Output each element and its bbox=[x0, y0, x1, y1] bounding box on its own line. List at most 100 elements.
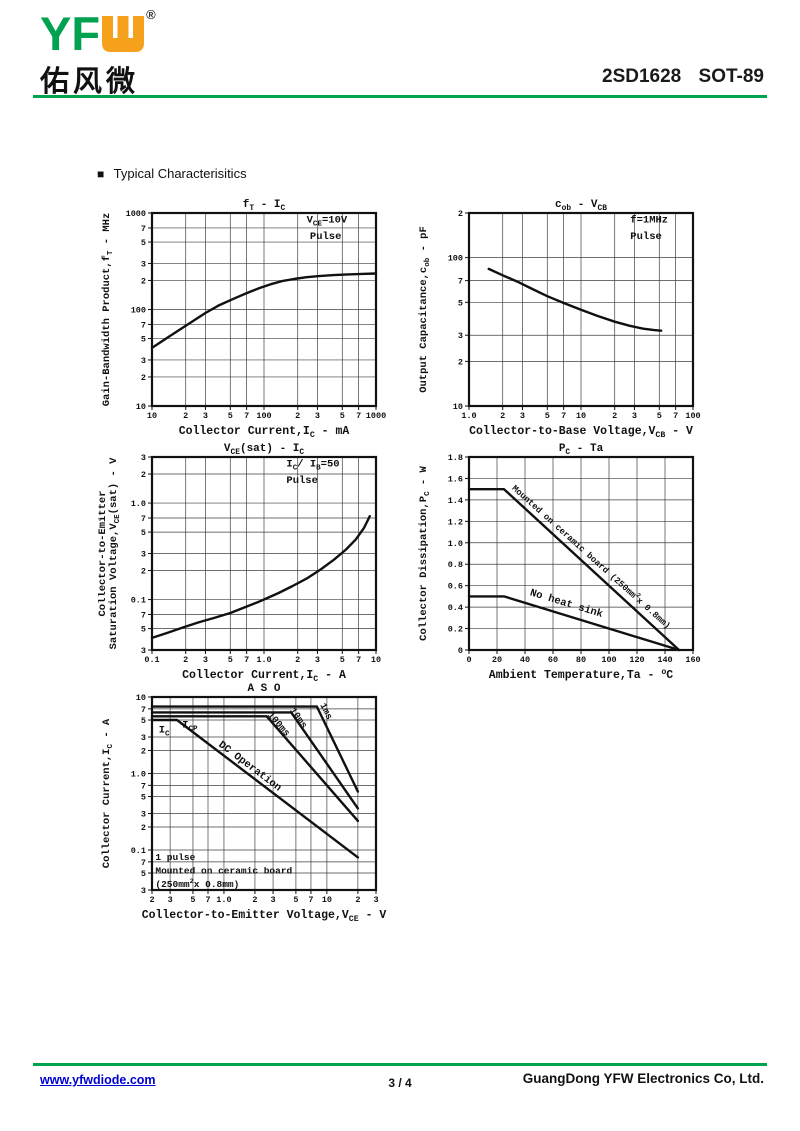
svg-text:Collector-to-Base Voltage,VCB: Collector-to-Base Voltage,VCB - V bbox=[469, 425, 693, 440]
svg-text:3: 3 bbox=[141, 259, 146, 269]
svg-text:2: 2 bbox=[500, 411, 505, 421]
svg-text:5: 5 bbox=[228, 411, 233, 421]
svg-text:3: 3 bbox=[203, 655, 208, 665]
chart-block-pc-ta: 0 20 40 60 80 100 120 140 160 0 0.2 0.4 0.6 0.8 1.0 1.2… bbox=[415, 442, 715, 684]
svg-text:2: 2 bbox=[458, 209, 463, 219]
svg-text:1.0: 1.0 bbox=[131, 769, 146, 779]
svg-text:5: 5 bbox=[340, 655, 345, 665]
square-bullet-icon: ■ bbox=[97, 167, 105, 181]
svg-text:10: 10 bbox=[453, 402, 463, 412]
brand-logo: YF ® 佑风微 bbox=[40, 7, 156, 100]
svg-text:100: 100 bbox=[685, 411, 700, 421]
svg-text:1.8: 1.8 bbox=[448, 453, 463, 463]
svg-text:7: 7 bbox=[141, 224, 146, 234]
chart-cob-vcb: 1.0 2 3 5 7 10 2 3 5 7 100 10 2 3 5 7 100 2 f=1MHz Pulse cob… bbox=[418, 199, 701, 440]
svg-text:7: 7 bbox=[244, 411, 249, 421]
registered-mark: ® bbox=[146, 7, 156, 22]
svg-text:ICP: ICP bbox=[182, 720, 198, 734]
chart-block-ft-ic: 10 2 3 5 7 100 2 3 5 7 1000 10 2 3 5 7 100 2 3 5 7 1000 VCE=10… bbox=[98, 198, 398, 440]
svg-text:3: 3 bbox=[520, 411, 525, 421]
svg-text:3: 3 bbox=[141, 356, 146, 366]
svg-text:1.2: 1.2 bbox=[448, 517, 463, 527]
svg-text:2: 2 bbox=[141, 566, 146, 576]
svg-text:5: 5 bbox=[293, 895, 298, 905]
svg-text:0.1: 0.1 bbox=[144, 655, 159, 665]
svg-text:0.2: 0.2 bbox=[448, 625, 463, 635]
svg-text:140: 140 bbox=[657, 655, 672, 665]
logo-yf-text: YF bbox=[40, 7, 101, 60]
chart-block-vcesat-ic: 0.1 2 3 5 7 1.0 2 3 5 7 10 3 5 7 0.1 2 3 5 7 1.0 2 3 IC/ IB=50… bbox=[98, 442, 398, 684]
section-title-text: Typical Characterisitics bbox=[113, 166, 247, 181]
svg-text:Collector-to-Emitter Voltage,V: Collector-to-Emitter Voltage,VCE - V bbox=[142, 909, 387, 924]
svg-text:7: 7 bbox=[141, 514, 146, 524]
svg-text:5: 5 bbox=[228, 655, 233, 665]
svg-text:5: 5 bbox=[190, 895, 195, 905]
svg-text:100ms: 100ms bbox=[265, 710, 292, 739]
svg-text:7: 7 bbox=[308, 895, 313, 905]
svg-text:20: 20 bbox=[492, 655, 502, 665]
svg-text:100: 100 bbox=[131, 306, 146, 316]
svg-text:2: 2 bbox=[612, 411, 617, 421]
svg-text:7: 7 bbox=[141, 781, 146, 791]
svg-text:80: 80 bbox=[576, 655, 586, 665]
svg-text:1000: 1000 bbox=[366, 411, 386, 421]
svg-text:3: 3 bbox=[141, 733, 146, 743]
svg-text:0.1: 0.1 bbox=[131, 846, 146, 856]
svg-text:3: 3 bbox=[141, 886, 146, 896]
svg-text:PC - Ta: PC - Ta bbox=[559, 443, 604, 457]
header-divider bbox=[33, 95, 767, 98]
chart-block-cob-vcb: 1.0 2 3 5 7 10 2 3 5 7 100 10 2 3 5 7 100 2 f=1MHz Pulse cob… bbox=[415, 198, 715, 440]
svg-text:Collector Current,IC - A: Collector Current,IC - A bbox=[101, 718, 115, 868]
svg-text:5: 5 bbox=[141, 528, 146, 538]
svg-text:2: 2 bbox=[141, 373, 146, 383]
svg-text:5: 5 bbox=[340, 411, 345, 421]
package-name: SOT-89 bbox=[698, 66, 764, 87]
svg-text:Collector-to-Emitter: Collector-to-Emitter bbox=[98, 490, 109, 616]
svg-text:1.0: 1.0 bbox=[131, 499, 146, 509]
svg-text:3: 3 bbox=[458, 331, 463, 341]
company-name: GuangDong YFW Electronics Co, Ltd. bbox=[522, 1071, 764, 1086]
page-indicator: 3 / 4 bbox=[388, 1076, 412, 1090]
svg-text:2: 2 bbox=[141, 746, 146, 756]
svg-text:0.1: 0.1 bbox=[131, 596, 146, 606]
svg-text:0.6: 0.6 bbox=[448, 582, 463, 592]
svg-text:5: 5 bbox=[141, 869, 146, 879]
svg-text:10: 10 bbox=[371, 655, 381, 665]
svg-text:VCE=10V: VCE=10V bbox=[307, 215, 348, 229]
svg-text:2: 2 bbox=[141, 470, 146, 480]
svg-text:0: 0 bbox=[466, 655, 471, 665]
svg-text:Collector Dissipation,PC - W: Collector Dissipation,PC - W bbox=[418, 465, 432, 640]
svg-text:1.4: 1.4 bbox=[448, 496, 463, 506]
svg-text:7: 7 bbox=[141, 610, 146, 620]
svg-text:60: 60 bbox=[548, 655, 558, 665]
svg-text:5: 5 bbox=[657, 411, 662, 421]
svg-text:2: 2 bbox=[458, 357, 463, 367]
svg-text:100: 100 bbox=[256, 411, 271, 421]
svg-text:3: 3 bbox=[271, 895, 276, 905]
svg-text:7: 7 bbox=[244, 655, 249, 665]
svg-text:1.0: 1.0 bbox=[461, 411, 476, 421]
svg-text:(250mm2x 0.8mm): (250mm2x 0.8mm) bbox=[155, 878, 239, 890]
svg-text:3: 3 bbox=[315, 411, 320, 421]
svg-text:5: 5 bbox=[545, 411, 550, 421]
svg-text:7: 7 bbox=[458, 277, 463, 287]
website-link[interactable]: www.yfwdiode.com bbox=[40, 1073, 156, 1087]
svg-text:10: 10 bbox=[147, 411, 157, 421]
svg-text:IC: IC bbox=[159, 725, 170, 739]
logo-w-icon bbox=[102, 16, 145, 56]
svg-text:7: 7 bbox=[561, 411, 566, 421]
svg-text:3: 3 bbox=[632, 411, 637, 421]
svg-text:5: 5 bbox=[141, 238, 146, 248]
svg-text:2: 2 bbox=[355, 895, 360, 905]
svg-text:Saturation Voltage,VCE(sat) -: Saturation Voltage,VCE(sat) - V bbox=[108, 457, 122, 650]
svg-text:100: 100 bbox=[601, 655, 616, 665]
svg-text:7: 7 bbox=[356, 411, 361, 421]
svg-text:2: 2 bbox=[141, 823, 146, 833]
chart-pc-ta: 0 20 40 60 80 100 120 140 160 0 0.2 0.4 0.6 0.8 1.0 1.2… bbox=[418, 443, 701, 682]
svg-text:2: 2 bbox=[295, 655, 300, 665]
svg-text:3: 3 bbox=[141, 646, 146, 656]
svg-text:1000: 1000 bbox=[126, 209, 146, 219]
part-number-text: 2SD1628 bbox=[602, 66, 682, 87]
svg-text:7: 7 bbox=[205, 895, 210, 905]
svg-text:Mounted on ceramic board: Mounted on ceramic board bbox=[155, 866, 292, 877]
